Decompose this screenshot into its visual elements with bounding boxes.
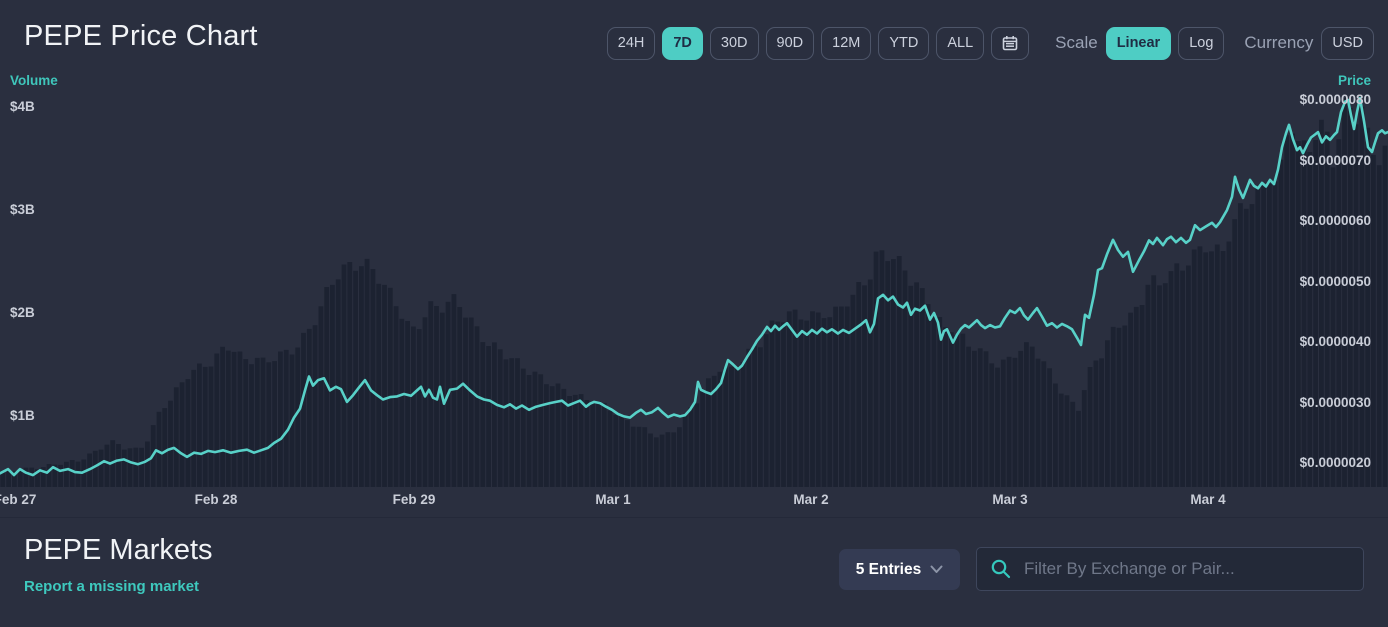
market-filter-input[interactable] (1022, 558, 1350, 580)
x-tick: Feb 27 (0, 492, 37, 507)
price-tick: $0.0000070 (1299, 152, 1371, 168)
scale-option-group: Linear Log (1105, 26, 1225, 60)
price-tick: $0.0000080 (1299, 92, 1371, 107)
volume-tick: $2B (10, 305, 35, 320)
x-axis: Feb 27 Feb 28 Feb 29 Mar 1 Mar 2 Mar 3 Mar 4 (0, 487, 1388, 517)
search-icon (991, 559, 1011, 579)
markets-section: PEPE Markets Report a missing market 5 E… (0, 517, 1388, 627)
market-filter-box (976, 547, 1364, 591)
x-tick: Feb 28 (194, 492, 238, 507)
price-tick: $0.0000060 (1299, 213, 1371, 228)
page-title: PEPE Price Chart (24, 20, 258, 52)
volume-tick: $3B (10, 202, 35, 217)
volume-tick: $1B (10, 408, 35, 423)
range-button-calendar[interactable] (991, 26, 1030, 60)
report-missing-market-link[interactable]: Report a missing market (24, 578, 200, 595)
entries-value: 5 Entries (855, 560, 922, 578)
range-button-all[interactable]: ALL (936, 26, 985, 60)
x-tick: Mar 3 (992, 492, 1028, 507)
scale-option-linear[interactable]: Linear (1105, 26, 1172, 60)
scale-label: Scale (1055, 33, 1098, 52)
scale-option-log[interactable]: Log (1178, 26, 1225, 60)
volume-bars (0, 98, 1388, 487)
price-chart: Volume Price $4B $3B $2B $1B $0.0000080 $0.00… (0, 70, 1388, 487)
chart-controls: 24H 7D 30D 90D 12M YTD ALL Scale Linear Log Cur… (606, 26, 1374, 60)
markets-title: PEPE Markets (24, 534, 213, 566)
volume-tick: $4B (10, 99, 35, 114)
x-tick: Mar 2 (793, 492, 829, 507)
currency-button[interactable]: USD (1321, 26, 1374, 60)
price-axis-label: Price (1337, 73, 1371, 88)
price-chart-canvas[interactable] (0, 70, 1388, 487)
x-tick: Mar 4 (1190, 492, 1226, 507)
range-button-12m[interactable]: 12M (821, 26, 872, 60)
calendar-icon (1002, 36, 1018, 51)
range-button-group: 24H 7D 30D 90D 12M YTD ALL (606, 26, 1030, 60)
price-tick: $0.0000050 (1299, 273, 1371, 289)
range-button-ytd[interactable]: YTD (878, 26, 930, 60)
volume-axis-label: Volume (10, 73, 58, 88)
range-button-90d[interactable]: 90D (765, 26, 815, 60)
range-button-7d[interactable]: 7D (662, 26, 703, 60)
price-tick: $0.0000040 (1299, 334, 1371, 349)
currency-label: Currency (1244, 33, 1314, 52)
range-button-30d[interactable]: 30D (709, 26, 759, 60)
x-tick: Mar 1 (595, 492, 631, 507)
range-button-24h[interactable]: 24H (606, 26, 656, 60)
entries-dropdown[interactable]: 5 Entries (839, 549, 960, 590)
price-tick: $0.0000020 (1299, 455, 1371, 470)
price-tick: $0.0000030 (1299, 394, 1371, 410)
chevron-down-icon (930, 565, 943, 573)
x-tick: Feb 29 (392, 492, 436, 507)
price-line (0, 96, 1388, 477)
